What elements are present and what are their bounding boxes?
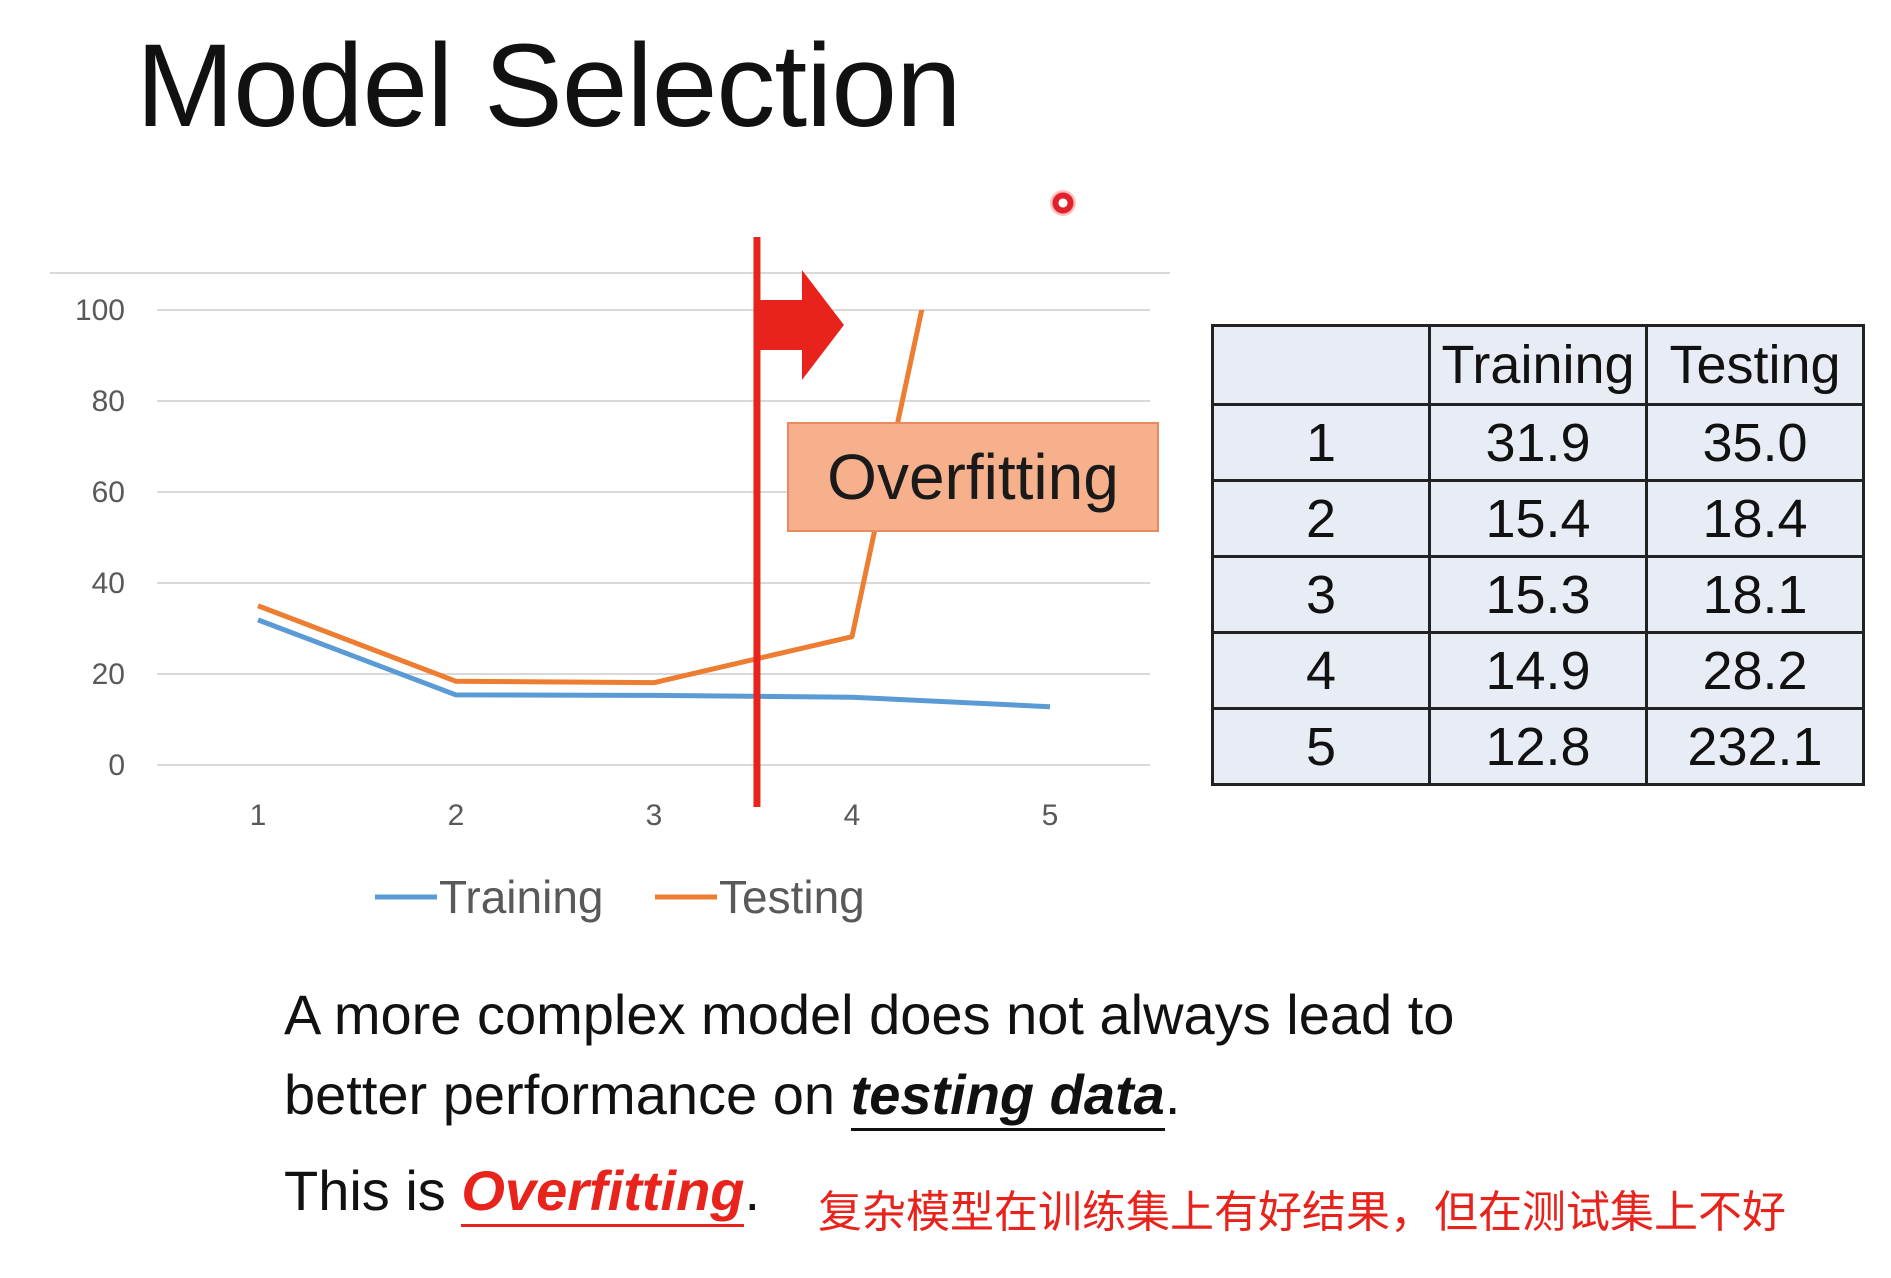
table-cell: 18.4 [1645, 479, 1865, 558]
table-row: 4 14.9 28.2 [1211, 631, 1865, 710]
chinese-subtitle: 复杂模型在训练集上有好结果，但在测试集上不好 [818, 1187, 1786, 1238]
table-cell: 31.9 [1428, 403, 1648, 482]
legend-label: Testing [719, 871, 865, 923]
x-axis-ticks: 1 2 3 4 5 [250, 799, 1059, 832]
table-cell: 15.4 [1428, 479, 1648, 558]
caption-line-1: A more complex model does not always lea… [284, 983, 1455, 1046]
table-cell: 14.9 [1428, 631, 1648, 710]
overfitting-emphasis: Overfitting [461, 1159, 745, 1227]
overfitting-divider [753, 237, 844, 807]
chart-gridlines [50, 272, 1170, 766]
y-tick-label: 60 [92, 476, 125, 509]
table-cell: 35.0 [1645, 403, 1865, 482]
table-cell: 1 [1211, 403, 1431, 482]
x-tick-label: 2 [448, 799, 465, 832]
table-row: 2 15.4 18.4 [1211, 479, 1865, 558]
chart-series [257, 310, 1051, 710]
table-cell: 4 [1211, 631, 1431, 710]
conclusion-suffix: . [744, 1159, 761, 1222]
y-tick-label: 20 [92, 658, 125, 691]
overfitting-callout: Overfitting [787, 422, 1159, 532]
testing-data-emphasis: testing data [850, 1063, 1165, 1131]
table-cell: 5 [1211, 707, 1431, 786]
conclusion-prefix: This is [284, 1159, 462, 1222]
x-tick-label: 4 [844, 799, 861, 832]
caption-line-2: better performance on testing data. [284, 1055, 1454, 1135]
y-tick-label: 100 [75, 294, 125, 327]
table-cell: 15.3 [1428, 555, 1648, 634]
legend-label: Training [439, 871, 603, 923]
table-row: 1 31.9 35.0 [1211, 403, 1865, 482]
table-row: 3 15.3 18.1 [1211, 555, 1865, 634]
table-cell: 18.1 [1645, 555, 1865, 634]
y-tick-label: 40 [92, 567, 125, 600]
table-header-cell [1211, 324, 1431, 406]
x-tick-label: 5 [1042, 799, 1059, 832]
table-header-cell: Training [1428, 324, 1648, 406]
table-row: 5 12.8 232.1 [1211, 707, 1865, 786]
slide-title: Model Selection [136, 20, 962, 152]
table-header-row: Training Testing [1211, 324, 1865, 406]
table-cell: 3 [1211, 555, 1431, 634]
training-series-line [257, 617, 1051, 710]
chart-legend: Training Testing [375, 871, 865, 923]
table-cell: 2 [1211, 479, 1431, 558]
y-axis-ticks: 0 20 40 60 80 100 [75, 294, 125, 782]
table-cell: 12.8 [1428, 707, 1648, 786]
laser-pointer-icon [1050, 190, 1076, 216]
table-cell: 28.2 [1645, 631, 1865, 710]
testing-series-line [257, 310, 925, 686]
overfitting-line-chart: 0 20 40 60 80 100 1 2 3 4 5 Training Testing [50, 237, 1170, 923]
y-tick-label: 0 [108, 749, 125, 782]
caption-text: A more complex model does not always lea… [284, 975, 1454, 1135]
caption-suffix: . [1164, 1063, 1181, 1126]
x-tick-label: 1 [250, 799, 267, 832]
table-header-cell: Testing [1645, 324, 1865, 406]
caption-prefix: better performance on [284, 1063, 851, 1126]
arrow-right-icon [756, 270, 844, 380]
y-tick-label: 80 [92, 385, 125, 418]
error-table: Training Testing 1 31.9 35.0 2 15.4 18.4… [1211, 324, 1865, 786]
x-tick-label: 3 [646, 799, 663, 832]
conclusion-line: This is Overfitting. [284, 1158, 761, 1227]
table-cell: 232.1 [1645, 707, 1865, 786]
